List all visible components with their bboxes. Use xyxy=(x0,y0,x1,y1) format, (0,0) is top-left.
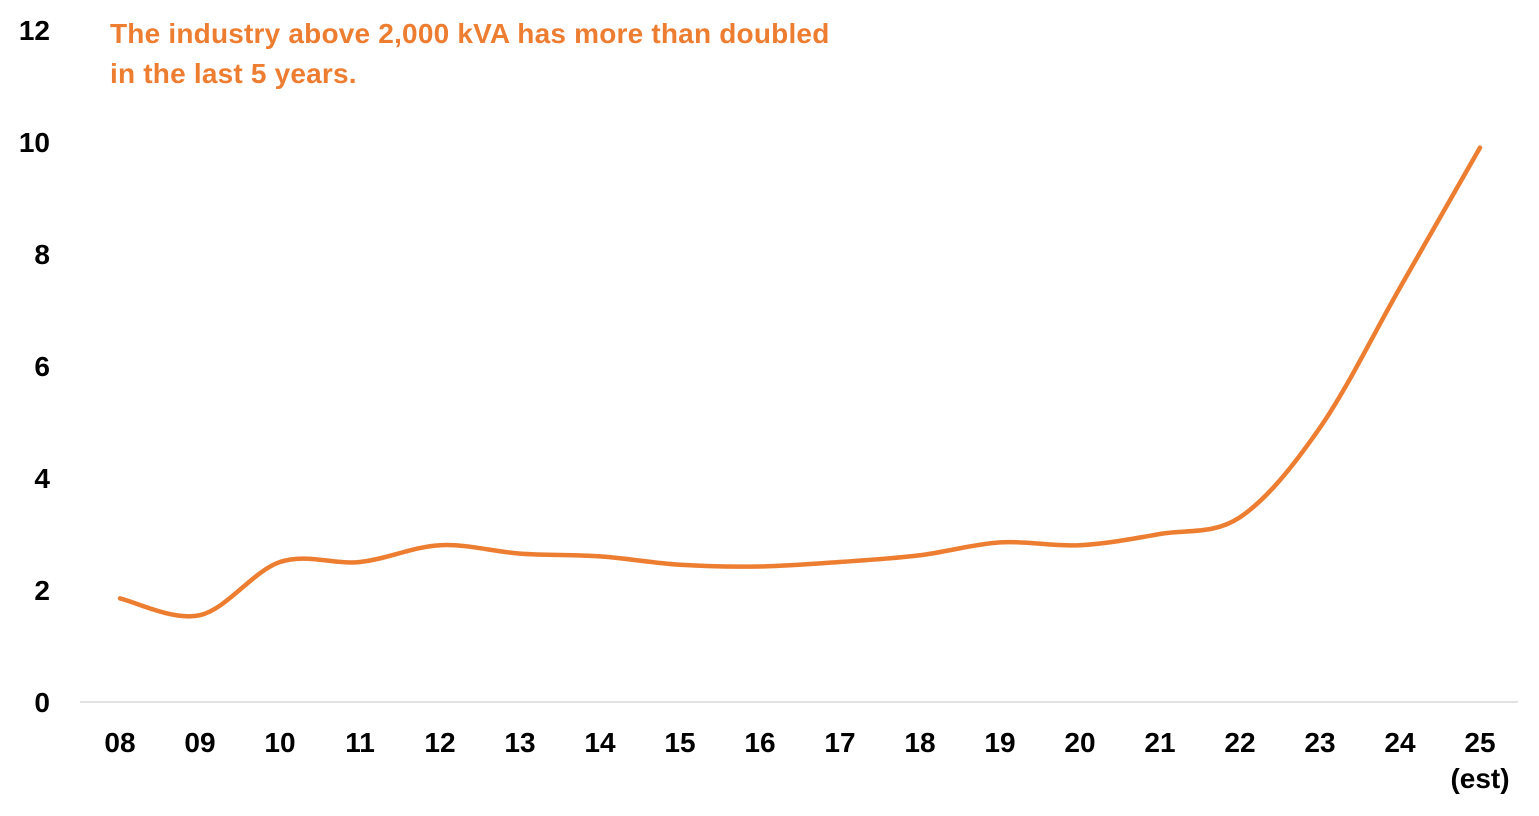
x-tick-label: 12 xyxy=(424,727,455,758)
annotation-line-1: The industry above 2,000 kVA has more th… xyxy=(110,18,830,49)
x-tick-label: 19 xyxy=(984,727,1015,758)
x-tick-label: 21 xyxy=(1144,727,1175,758)
x-tick-label: 18 xyxy=(904,727,935,758)
x-tick-label: 16 xyxy=(744,727,775,758)
y-tick-label: 6 xyxy=(34,351,50,382)
y-tick-label: 8 xyxy=(34,239,50,270)
x-tick-sublabel: (est) xyxy=(1450,763,1509,794)
x-tick-label: 24 xyxy=(1384,727,1416,758)
x-tick-label: 25 xyxy=(1464,727,1495,758)
series-line xyxy=(117,145,1483,619)
y-tick-label: 12 xyxy=(19,15,50,46)
annotation-line-2: in the last 5 years. xyxy=(110,58,357,89)
y-tick-label: 4 xyxy=(34,463,50,494)
x-tick-label: 22 xyxy=(1224,727,1255,758)
chart-annotation: The industry above 2,000 kVA has more th… xyxy=(110,14,990,94)
x-tick-label: 13 xyxy=(504,727,535,758)
x-tick-label: 09 xyxy=(184,727,215,758)
x-tick-label: 11 xyxy=(345,727,375,758)
x-tick-label: 23 xyxy=(1304,727,1335,758)
y-tick-label: 2 xyxy=(34,575,50,606)
x-tick-label: 08 xyxy=(104,727,135,758)
x-tick-label: 15 xyxy=(664,727,695,758)
x-tick-label: 20 xyxy=(1064,727,1095,758)
y-tick-label: 0 xyxy=(34,687,50,718)
y-tick-label: 10 xyxy=(19,127,50,158)
x-tick-label: 10 xyxy=(264,727,295,758)
x-tick-label: 14 xyxy=(584,727,616,758)
x-tick-label: 17 xyxy=(824,727,855,758)
